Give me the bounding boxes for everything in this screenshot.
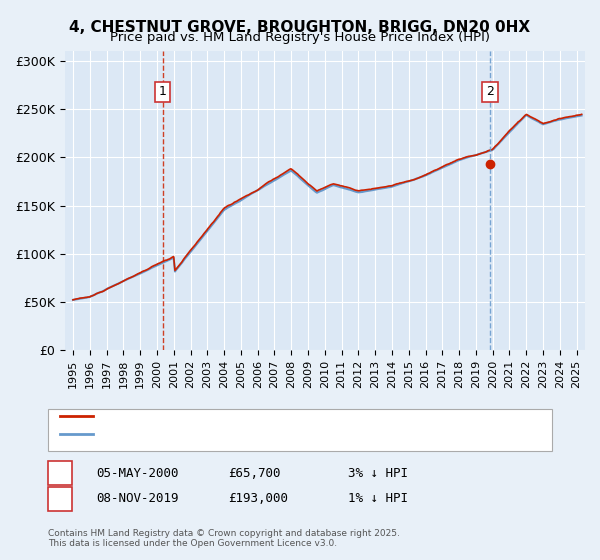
Text: £65,700: £65,700 bbox=[228, 466, 281, 480]
Text: 08-NOV-2019: 08-NOV-2019 bbox=[96, 492, 179, 506]
Text: 4, CHESTNUT GROVE, BROUGHTON, BRIGG, DN20 0HX (detached house): 4, CHESTNUT GROVE, BROUGHTON, BRIGG, DN2… bbox=[96, 410, 503, 421]
Text: Contains HM Land Registry data © Crown copyright and database right 2025.: Contains HM Land Registry data © Crown c… bbox=[48, 529, 400, 538]
Text: 1: 1 bbox=[159, 85, 167, 99]
Text: 4, CHESTNUT GROVE, BROUGHTON, BRIGG, DN20 0HX: 4, CHESTNUT GROVE, BROUGHTON, BRIGG, DN2… bbox=[70, 20, 530, 35]
Text: 05-MAY-2000: 05-MAY-2000 bbox=[96, 466, 179, 480]
Text: 3% ↓ HPI: 3% ↓ HPI bbox=[348, 466, 408, 480]
Text: Price paid vs. HM Land Registry's House Price Index (HPI): Price paid vs. HM Land Registry's House … bbox=[110, 31, 490, 44]
Text: HPI: Average price, detached house, North Lincolnshire: HPI: Average price, detached house, Nort… bbox=[96, 429, 404, 439]
Text: 1% ↓ HPI: 1% ↓ HPI bbox=[348, 492, 408, 506]
Text: £193,000: £193,000 bbox=[228, 492, 288, 506]
Text: This data is licensed under the Open Government Licence v3.0.: This data is licensed under the Open Gov… bbox=[48, 539, 337, 548]
Text: 2: 2 bbox=[486, 85, 494, 99]
Text: 2: 2 bbox=[56, 492, 64, 506]
Text: 1: 1 bbox=[56, 466, 64, 480]
